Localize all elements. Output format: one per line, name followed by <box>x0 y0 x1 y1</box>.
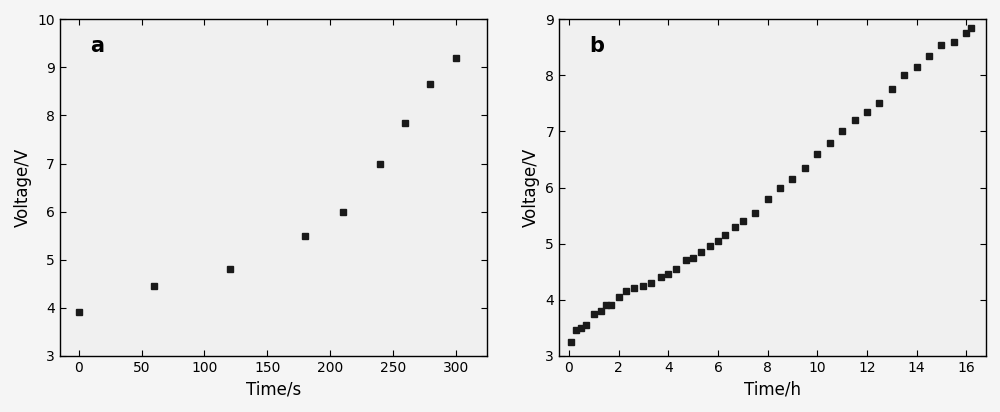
Y-axis label: Voltage/V: Voltage/V <box>522 148 540 227</box>
Text: b: b <box>589 36 604 56</box>
Text: a: a <box>90 36 104 56</box>
Y-axis label: Voltage/V: Voltage/V <box>14 148 32 227</box>
X-axis label: Time/h: Time/h <box>744 380 801 398</box>
X-axis label: Time/s: Time/s <box>246 380 301 398</box>
